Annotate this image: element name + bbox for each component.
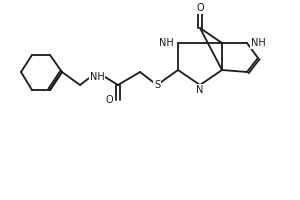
Text: N: N bbox=[196, 85, 204, 95]
Text: NH: NH bbox=[251, 38, 266, 48]
Text: NH: NH bbox=[159, 38, 174, 48]
Text: NH: NH bbox=[90, 72, 104, 82]
Text: O: O bbox=[105, 95, 113, 105]
Text: S: S bbox=[154, 80, 160, 90]
Text: O: O bbox=[196, 3, 204, 13]
